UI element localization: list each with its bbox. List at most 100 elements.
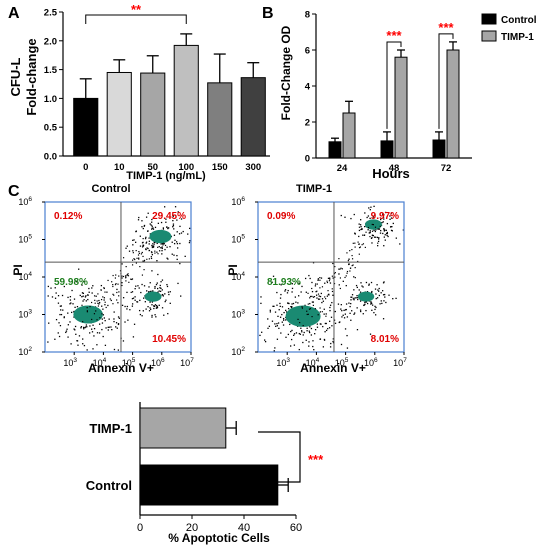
flowTimp-event-dot bbox=[334, 276, 336, 278]
flowTimp-event-dot bbox=[382, 232, 384, 235]
flowCtrl-event-dot bbox=[151, 244, 153, 247]
flowCtrl-event-dot bbox=[104, 304, 106, 306]
flowCtrl-event-dot bbox=[137, 254, 140, 256]
flowTimp-event-dot bbox=[317, 278, 319, 280]
flowTimp-event-dot bbox=[283, 319, 285, 321]
flowCtrl-event-dot bbox=[104, 319, 106, 322]
chart-a-xtick-label: 10 bbox=[114, 162, 125, 173]
flowCtrl-event-dot bbox=[167, 291, 170, 293]
flowCtrl-event-dot bbox=[91, 331, 94, 333]
flowCtrl-event-dot bbox=[161, 250, 163, 252]
flowTimp-event-dot bbox=[316, 323, 319, 325]
chart-b-bar-control bbox=[432, 139, 446, 159]
flowTimp-event-dot bbox=[276, 338, 279, 340]
flowCtrl-event-dot bbox=[139, 299, 141, 302]
flowCtrl-event-dot bbox=[83, 298, 85, 301]
flowTimp-event-dot bbox=[313, 349, 315, 351]
flowCtrl-event-dot bbox=[60, 305, 62, 307]
flowTimp-event-dot bbox=[310, 334, 313, 336]
chart-a-bar bbox=[207, 82, 233, 157]
flowCtrl-dense-cluster bbox=[149, 229, 172, 244]
flowTimp-event-dot bbox=[371, 230, 374, 232]
flowCtrl-event-dot bbox=[93, 313, 96, 315]
flowTimp-xtick-label: 107 bbox=[393, 357, 407, 368]
flowCtrl-event-dot bbox=[169, 246, 171, 248]
flowCtrl-event-dot bbox=[125, 247, 127, 249]
flowTimp-event-dot bbox=[351, 258, 354, 260]
flow-timp1-ylabel: PI bbox=[226, 264, 240, 275]
flowTimp-ytick-label: 102 bbox=[231, 346, 245, 357]
flowTimp-event-dot bbox=[358, 229, 361, 232]
flowTimp-event-dot bbox=[377, 240, 380, 243]
flowTimp-event-dot bbox=[384, 296, 386, 298]
flowCtrl-event-dot bbox=[154, 304, 157, 306]
panel-letter-a: A bbox=[8, 5, 20, 22]
flowTimp-event-dot bbox=[392, 222, 394, 225]
flowCtrl-event-dot bbox=[156, 287, 159, 290]
flowCtrl-event-dot bbox=[78, 335, 81, 337]
flowCtrl-event-dot bbox=[107, 279, 109, 282]
flowCtrl-event-dot bbox=[142, 260, 144, 262]
flowCtrl-event-dot bbox=[145, 249, 147, 251]
flowTimp-event-dot bbox=[390, 225, 392, 228]
flowTimp-event-dot bbox=[386, 231, 389, 234]
flowTimp-event-dot bbox=[354, 277, 356, 279]
flowCtrl-event-dot bbox=[138, 250, 140, 253]
flowTimp-event-dot bbox=[308, 308, 311, 310]
flowCtrl-event-dot bbox=[161, 307, 164, 309]
flowTimp-event-dot bbox=[344, 276, 346, 279]
flowCtrl-xtick-label: 104 bbox=[93, 357, 107, 368]
flowCtrl-event-dot bbox=[118, 275, 120, 277]
flowCtrl-event-dot bbox=[161, 289, 163, 291]
flowCtrl-event-dot bbox=[98, 303, 100, 305]
flowTimp-event-dot bbox=[324, 296, 326, 298]
chart-a-bar bbox=[73, 97, 99, 157]
flowCtrl-event-dot bbox=[176, 247, 179, 249]
flowTimp-event-dot bbox=[331, 288, 333, 290]
flowTimp-event-dot bbox=[305, 339, 307, 341]
flowCtrl-event-dot bbox=[160, 287, 162, 290]
flowTimp-event-dot bbox=[354, 312, 356, 314]
flowCtrl-event-dot bbox=[169, 302, 171, 304]
flowCtrl-event-dot bbox=[167, 227, 169, 230]
flowCtrl-event-dot bbox=[115, 322, 118, 324]
flowCtrl-event-dot bbox=[125, 276, 127, 278]
flowCtrl-event-dot bbox=[112, 283, 114, 286]
flowTimp-event-dot bbox=[333, 282, 336, 285]
flowTimp-event-dot bbox=[351, 264, 353, 267]
flowTimp-event-dot bbox=[370, 303, 372, 305]
flowCtrl-event-dot bbox=[114, 284, 117, 286]
flowCtrl-event-dot bbox=[137, 285, 139, 287]
flowCtrl-event-dot bbox=[126, 291, 128, 294]
flowCtrl-event-dot bbox=[63, 285, 65, 288]
flowTimp-event-dot bbox=[299, 333, 302, 335]
flowCtrl-event-dot bbox=[113, 348, 116, 351]
flowTimp-event-dot bbox=[371, 309, 373, 311]
flowCtrl-event-dot bbox=[74, 325, 77, 328]
flowCtrl-event-dot bbox=[91, 287, 93, 289]
flowCtrl-event-dot bbox=[103, 287, 105, 289]
flowTimp-event-dot bbox=[372, 216, 375, 218]
flowCtrl-event-dot bbox=[87, 298, 89, 301]
flowTimp-event-dot bbox=[332, 340, 334, 343]
flowTimp-event-dot bbox=[353, 297, 355, 299]
flowTimp-event-dot bbox=[331, 325, 333, 327]
flowTimp-event-dot bbox=[369, 230, 371, 232]
flowCtrl-event-dot bbox=[127, 275, 130, 277]
flowCtrl-event-dot bbox=[142, 244, 145, 247]
flowCtrl-event-dot bbox=[143, 285, 146, 287]
flowTimp-event-dot bbox=[389, 215, 391, 217]
flowTimp-event-dot bbox=[312, 340, 314, 342]
flowTimp-event-dot bbox=[383, 214, 385, 216]
flowCtrl-event-dot bbox=[173, 228, 175, 230]
flowCtrl-event-dot bbox=[154, 314, 156, 316]
flowTimp-event-dot bbox=[327, 327, 329, 330]
flowTimp-event-dot bbox=[290, 345, 292, 347]
flowCtrl-xtick-label: 107 bbox=[180, 357, 194, 368]
flowCtrl-event-dot bbox=[59, 313, 61, 316]
flowCtrl-event-dot bbox=[80, 327, 82, 329]
flowTimp-event-dot bbox=[328, 280, 331, 282]
chart-a-xtick-label: 0 bbox=[83, 162, 88, 173]
flowTimp-event-dot bbox=[391, 230, 394, 232]
